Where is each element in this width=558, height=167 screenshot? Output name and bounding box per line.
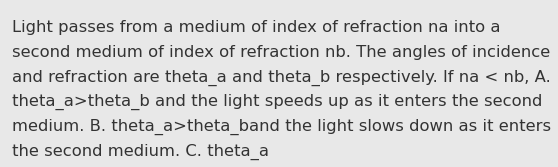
Text: theta_a>theta_b and the light speeds up as it enters the second: theta_a>theta_b and the light speeds up … (12, 94, 542, 110)
Text: medium. B. theta_a>theta_band the light slows down as it enters: medium. B. theta_a>theta_band the light … (12, 119, 551, 135)
Text: Light passes from a medium of index of refraction na into a: Light passes from a medium of index of r… (12, 20, 501, 35)
Text: second medium of index of refraction nb. The angles of incidence: second medium of index of refraction nb.… (12, 45, 551, 60)
Text: and refraction are theta_a and theta_b respectively. If na < nb, A.: and refraction are theta_a and theta_b r… (12, 69, 551, 86)
Text: the second medium. C. theta_a: the second medium. C. theta_a (12, 144, 270, 160)
